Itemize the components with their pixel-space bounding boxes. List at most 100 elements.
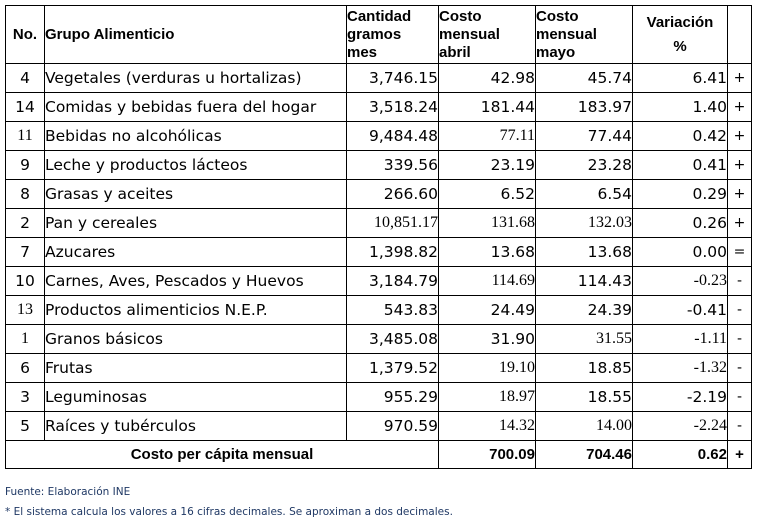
cell-no: 14 xyxy=(5,92,45,122)
cell-abril: 6.52 xyxy=(438,179,536,209)
header-grupo: Grupo Alimenticio xyxy=(44,5,347,64)
cell-grupo: Leguminosas xyxy=(44,382,347,412)
table-row: 5 Raíces y tubérculos 970.59 14.32 14.00 -2.2… xyxy=(5,411,752,441)
cell-cantidad: 3,746.15 xyxy=(346,63,439,93)
cell-grupo: Raíces y tubérculos xyxy=(44,411,347,441)
cell-grupo: Productos alimenticios N.E.P. xyxy=(44,295,347,325)
cell-cantidad: 543.83 xyxy=(346,295,439,325)
cell-sign: + xyxy=(727,121,752,151)
cell-variacion: 0.26 xyxy=(632,208,728,238)
cell-grupo: Leche y productos lácteos xyxy=(44,150,347,180)
header-mayo-line3: mayo xyxy=(536,43,576,61)
cell-mayo: 24.39 xyxy=(535,295,633,325)
cell-variacion: 6.41 xyxy=(632,63,728,93)
cell-cantidad: 1,379.52 xyxy=(346,353,439,383)
cell-sign: - xyxy=(727,266,752,296)
header-variacion-line2: % xyxy=(673,37,687,55)
header-abril-line3: abril xyxy=(439,43,471,61)
header-no: No. xyxy=(5,5,45,64)
total-variacion: 0.62 xyxy=(632,440,728,469)
header-mayo-line2: mensual xyxy=(536,25,597,43)
cell-no: 13 xyxy=(5,295,45,325)
header-row: No. Grupo Alimenticio Cantidad gramos me… xyxy=(5,5,752,64)
cell-no: 11 xyxy=(5,121,45,151)
header-abril: Costo mensual abril xyxy=(438,5,536,64)
table-row: 13 Productos alimenticios N.E.P. 543.83 24.… xyxy=(5,295,752,325)
cell-no: 2 xyxy=(5,208,45,238)
cell-abril: 18.97 xyxy=(438,382,536,412)
cell-variacion: -0.41 xyxy=(632,295,728,325)
cell-mayo: 23.28 xyxy=(535,150,633,180)
cell-no: 7 xyxy=(5,237,45,267)
header-cantidad: Cantidad gramos mes xyxy=(346,5,439,64)
table-row: 1 Granos básicos 3,485.08 31.90 31.55 -1.11- xyxy=(5,324,752,354)
cell-variacion: -0.23 xyxy=(632,266,728,296)
header-mayo-line1: Costo xyxy=(536,7,579,25)
table-row: 8 Grasas y aceites 266.60 6.52 6.54 0.29 + xyxy=(5,179,752,209)
cell-abril: 131.68 xyxy=(438,208,536,238)
cell-mayo: 31.55 xyxy=(535,324,633,354)
cell-variacion: -2.19 xyxy=(632,382,728,412)
cell-grupo: Pan y cereales xyxy=(44,208,347,238)
cell-mayo: 13.68 xyxy=(535,237,633,267)
cell-mayo: 132.03 xyxy=(535,208,633,238)
cell-sign: - xyxy=(727,382,752,412)
table-row: 7 Azucares 1,398.82 13.68 13.68 0.00 = xyxy=(5,237,752,267)
cell-no: 6 xyxy=(5,353,45,383)
cell-sign: - xyxy=(727,324,752,354)
header-variacion: Variación % xyxy=(632,5,728,64)
table-body: 4 Vegetales (verduras u hortalizas) 3,746.… xyxy=(5,63,752,441)
cell-grupo: Vegetales (verduras u hortalizas) xyxy=(44,63,347,93)
cell-grupo: Granos básicos xyxy=(44,324,347,354)
cell-variacion: -2.24 xyxy=(632,411,728,441)
total-abril: 700.09 xyxy=(438,440,536,469)
cell-sign: + xyxy=(727,179,752,209)
cell-cantidad: 3,184.79 xyxy=(346,266,439,296)
cell-abril: 14.32 xyxy=(438,411,536,441)
header-cantidad-line3: mes xyxy=(347,43,378,61)
cell-sign: = xyxy=(727,237,752,267)
cell-cantidad: 266.60 xyxy=(346,179,439,209)
table-row: 3 Leguminosas 955.29 18.97 18.55 -2.19- xyxy=(5,382,752,412)
cell-abril: 13.68 xyxy=(438,237,536,267)
table-row: 2 Pan y cereales 10,851.17 131.68 132.03 0.26… xyxy=(5,208,752,238)
total-label: Costo per cápita mensual xyxy=(5,440,439,469)
header-variacion-line1: Variación xyxy=(646,13,714,31)
header-cantidad-line1: Cantidad xyxy=(347,7,412,25)
table-row: 10 Carnes, Aves, Pescados y Huevos 3,184.7… xyxy=(5,266,752,296)
header-abril-line2: mensual xyxy=(439,25,500,43)
table-row: 11 Bebidas no alcohólicas 9,484.48 77.11 77.… xyxy=(5,121,752,151)
header-mayo: Costo mensual mayo xyxy=(535,5,633,64)
cell-sign: + xyxy=(727,63,752,93)
table-row: 4 Vegetales (verduras u hortalizas) 3,746.… xyxy=(5,63,752,93)
cell-no: 8 xyxy=(5,179,45,209)
cell-grupo: Comidas y bebidas fuera del hogar xyxy=(44,92,347,122)
cell-grupo: Frutas xyxy=(44,353,347,383)
table-row: 6 Frutas 1,379.52 19.10 18.85 -1.32- xyxy=(5,353,752,383)
header-abril-line1: Costo xyxy=(439,7,482,25)
decimals-note: * El sistema calcula los valores a 16 ci… xyxy=(5,506,453,518)
table-row: 14 Comidas y bebidas fuera del hogar 3,518… xyxy=(5,92,752,122)
cell-cantidad: 3,485.08 xyxy=(346,324,439,354)
cell-abril: 181.44 xyxy=(438,92,536,122)
cell-abril: 31.90 xyxy=(438,324,536,354)
cell-no: 1 xyxy=(5,324,45,354)
cell-sign: - xyxy=(727,353,752,383)
cell-grupo: Azucares xyxy=(44,237,347,267)
cell-cantidad: 955.29 xyxy=(346,382,439,412)
cell-variacion: -1.11 xyxy=(632,324,728,354)
cell-mayo: 18.85 xyxy=(535,353,633,383)
cell-cantidad: 10,851.17 xyxy=(346,208,439,238)
cell-cantidad: 339.56 xyxy=(346,150,439,180)
header-sign xyxy=(727,5,752,64)
header-cantidad-line2: gramos xyxy=(347,25,402,43)
cell-grupo: Bebidas no alcohólicas xyxy=(44,121,347,151)
cell-sign: + xyxy=(727,92,752,122)
table-row: 9 Leche y productos lácteos 339.56 23.19 23.… xyxy=(5,150,752,180)
cell-mayo: 114.43 xyxy=(535,266,633,296)
cell-mayo: 77.44 xyxy=(535,121,633,151)
cell-mayo: 183.97 xyxy=(535,92,633,122)
cell-abril: 23.19 xyxy=(438,150,536,180)
cell-sign: + xyxy=(727,208,752,238)
cell-sign: - xyxy=(727,295,752,325)
